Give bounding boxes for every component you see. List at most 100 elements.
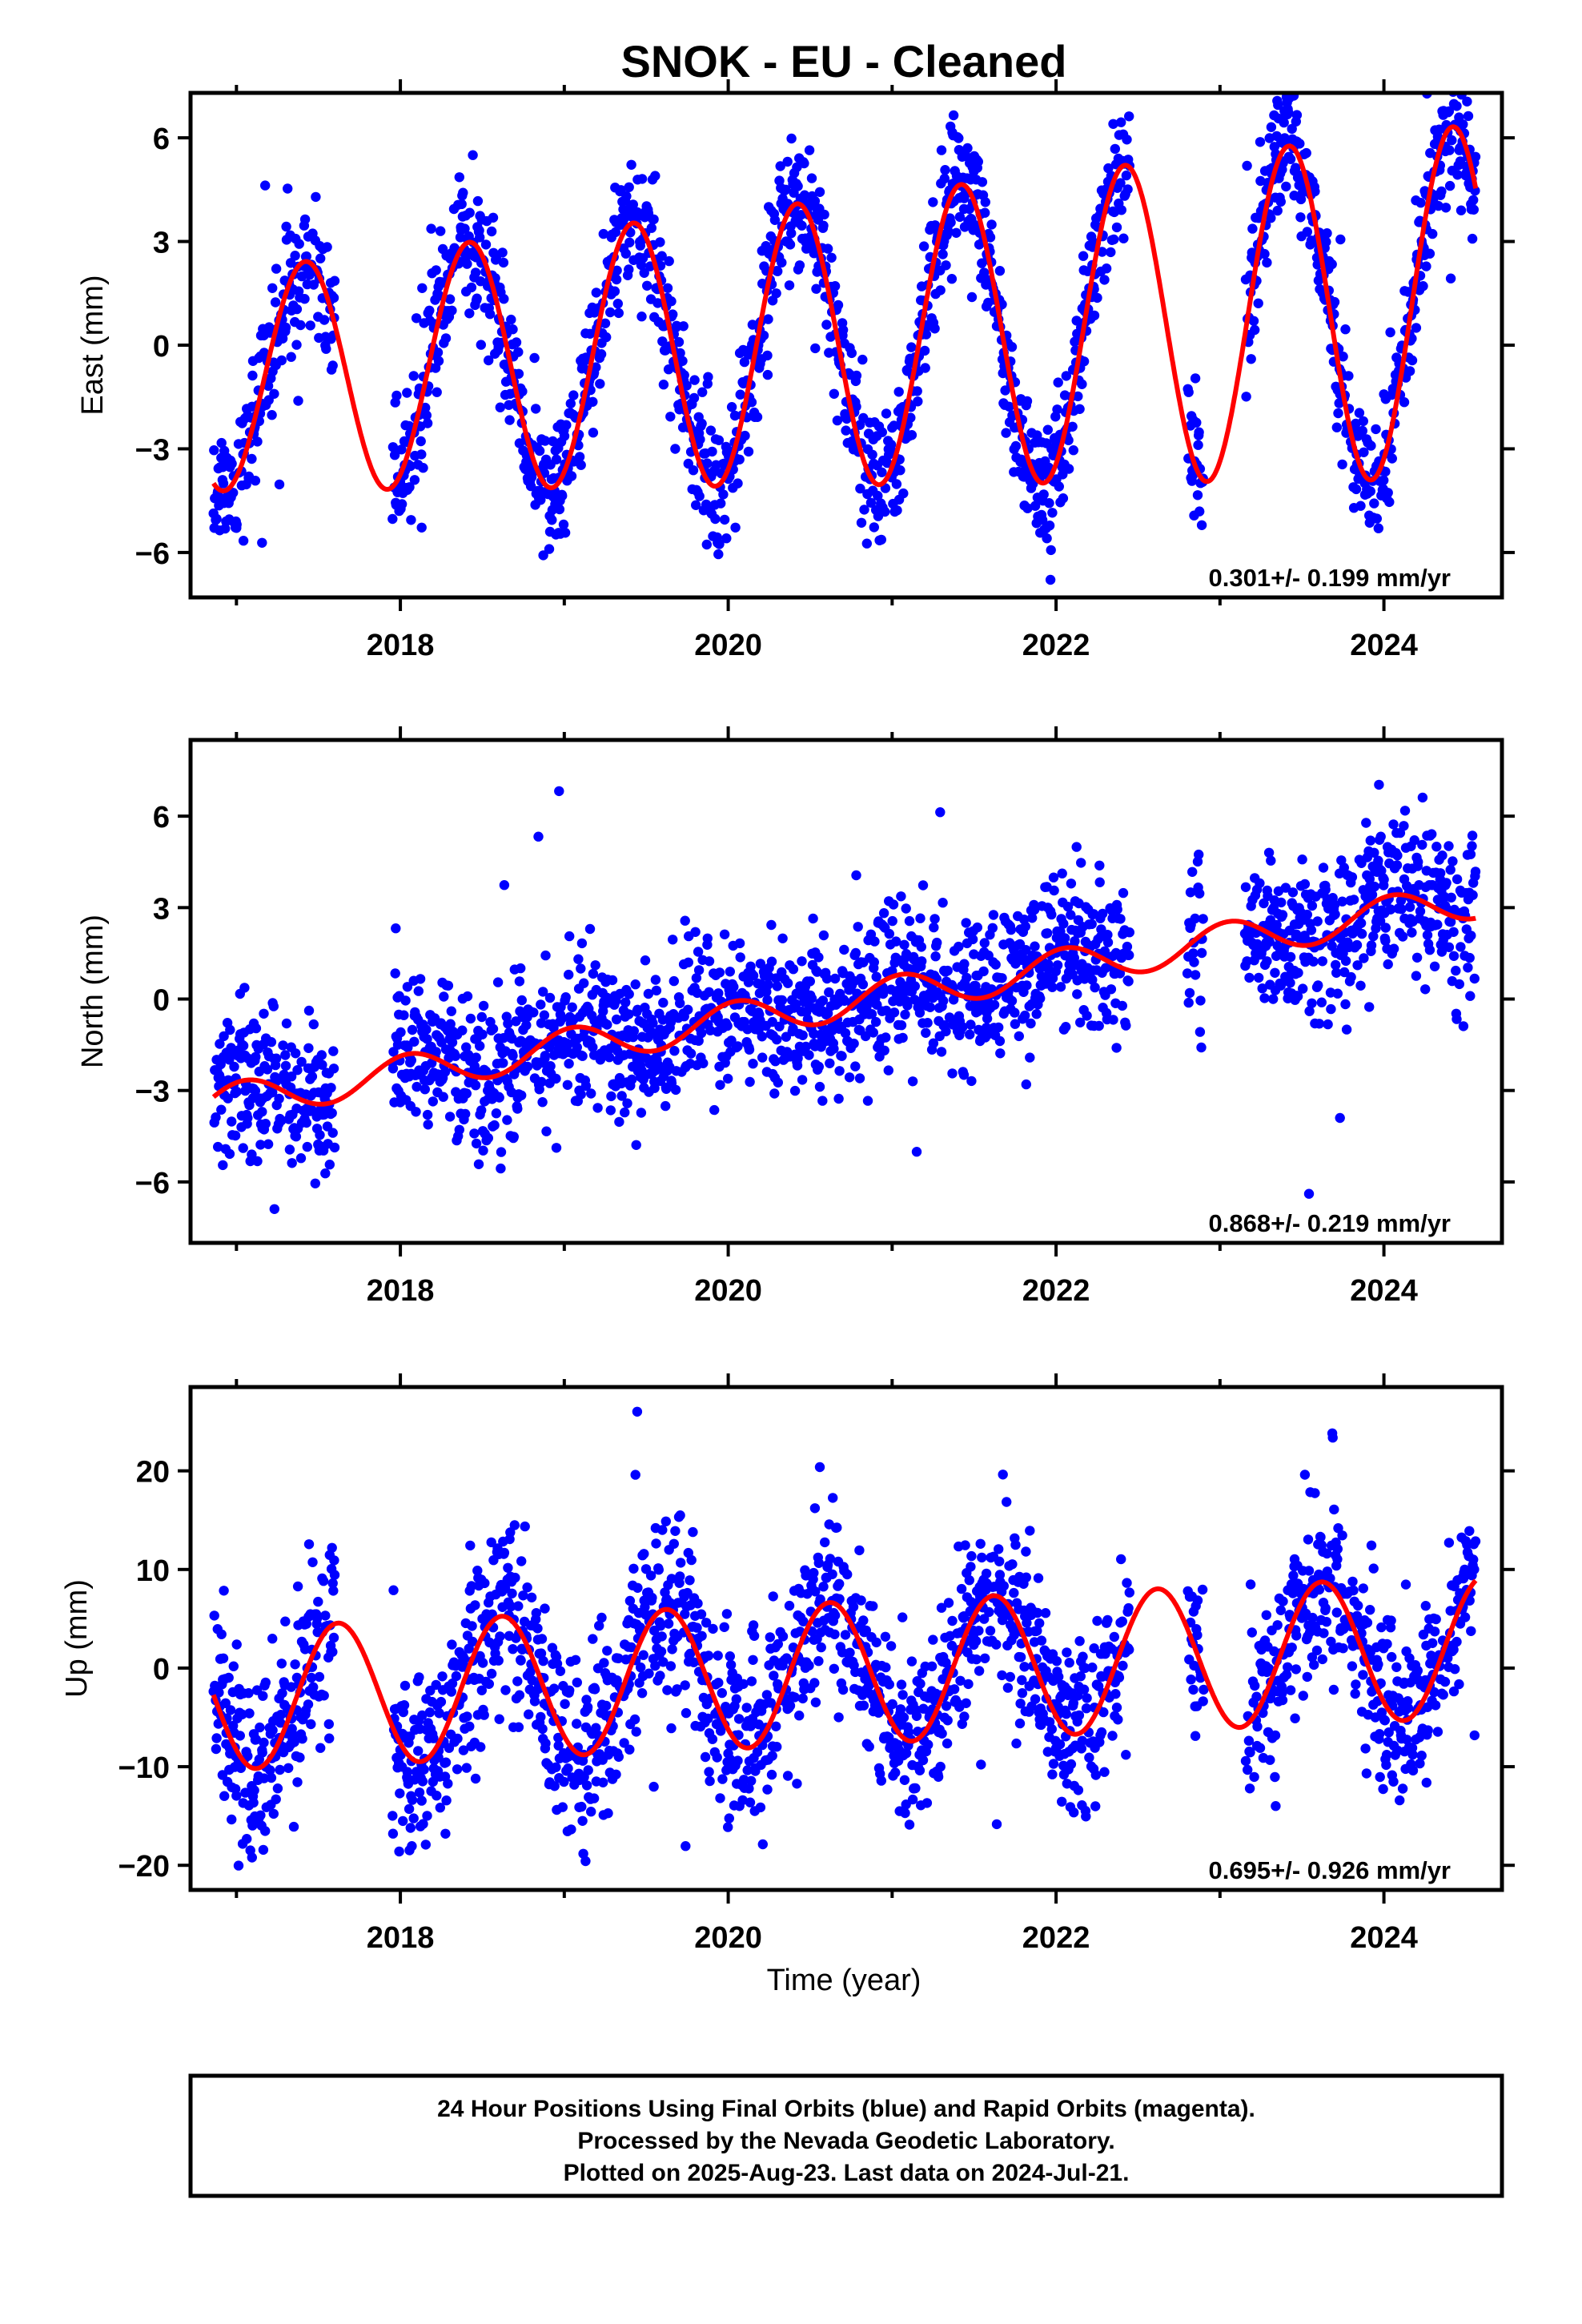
data-point (495, 402, 505, 412)
data-point (670, 1084, 681, 1096)
data-point (586, 1807, 596, 1817)
data-point (1006, 995, 1018, 1007)
data-point (1010, 1019, 1021, 1029)
data-point (276, 1116, 287, 1126)
data-point (269, 388, 279, 399)
data-point (260, 180, 271, 191)
data-point (1391, 860, 1403, 870)
data-point (834, 1066, 845, 1076)
data-point (227, 1116, 237, 1127)
data-point (1283, 107, 1294, 118)
y-tick-label: −3 (135, 1076, 170, 1109)
data-point (719, 1622, 729, 1633)
data-point (772, 1034, 782, 1045)
data-point (1383, 959, 1393, 970)
data-point (1124, 950, 1134, 960)
data-point (387, 513, 398, 525)
data-point (611, 1769, 621, 1779)
data-point (851, 370, 862, 381)
data-point (291, 340, 302, 350)
data-point (1427, 829, 1437, 839)
data-point (1063, 435, 1074, 445)
y-tick-label: −3 (135, 433, 170, 467)
data-point (470, 1080, 481, 1091)
data-point (226, 1043, 236, 1053)
data-point (663, 1618, 674, 1629)
data-point (1465, 849, 1476, 859)
data-point (1291, 110, 1303, 120)
data-point (486, 1668, 497, 1679)
data-point (735, 389, 745, 400)
data-point (799, 190, 810, 200)
data-point (797, 1030, 808, 1041)
data-point (602, 1019, 612, 1030)
data-point (1027, 913, 1038, 923)
data-point (573, 954, 584, 964)
data-point (930, 951, 941, 962)
data-point (400, 1680, 411, 1691)
data-point (818, 1582, 829, 1592)
data-point (466, 282, 477, 293)
data-point (740, 430, 750, 441)
data-point (679, 370, 689, 380)
data-point (1189, 957, 1199, 967)
data-point (1448, 81, 1458, 90)
data-point (921, 329, 932, 340)
data-point (920, 363, 930, 373)
data-point (564, 1059, 574, 1069)
data-point (1075, 1017, 1086, 1028)
data-point (247, 370, 258, 381)
data-point (809, 248, 819, 259)
data-point (1456, 942, 1466, 952)
data-point (1431, 842, 1442, 852)
data-point (452, 1733, 463, 1744)
data-point (305, 320, 315, 331)
data-point (327, 1108, 337, 1119)
data-point (1409, 835, 1419, 846)
data-point (238, 1040, 249, 1051)
data-point (238, 1143, 248, 1153)
data-point (1068, 445, 1079, 456)
data-point (277, 1688, 287, 1699)
data-point (713, 988, 724, 999)
data-point (630, 1470, 640, 1480)
data-point (408, 371, 419, 381)
data-point (715, 1080, 725, 1091)
data-point (829, 281, 841, 292)
data-point (749, 1630, 760, 1641)
data-point (1046, 909, 1057, 920)
data-point (1079, 974, 1090, 984)
data-point (966, 1019, 976, 1030)
data-point (989, 999, 1000, 1010)
data-point (773, 266, 783, 276)
data-point (777, 995, 788, 1006)
data-point (1385, 904, 1396, 915)
data-point (935, 807, 946, 818)
data-point (388, 1585, 399, 1595)
data-point (548, 1023, 559, 1033)
data-point (509, 1520, 520, 1530)
data-point (1035, 993, 1046, 1004)
data-point (1062, 902, 1074, 912)
data-point (733, 478, 743, 489)
data-point (258, 1691, 268, 1701)
data-point (299, 294, 310, 304)
data-point (693, 965, 705, 975)
data-point (797, 1075, 808, 1085)
data-point (745, 1797, 756, 1807)
data-point (675, 998, 685, 1009)
data-point (263, 380, 274, 392)
data-point (451, 1671, 462, 1682)
data-point (793, 181, 803, 191)
data-point (879, 1045, 889, 1056)
data-point (1124, 111, 1134, 122)
data-point (650, 171, 661, 181)
data-point (941, 260, 951, 271)
data-point (628, 199, 638, 210)
data-point (508, 324, 518, 335)
data-point (576, 1089, 586, 1100)
data-point (209, 445, 219, 456)
data-point (1115, 914, 1126, 924)
data-point (909, 981, 921, 991)
